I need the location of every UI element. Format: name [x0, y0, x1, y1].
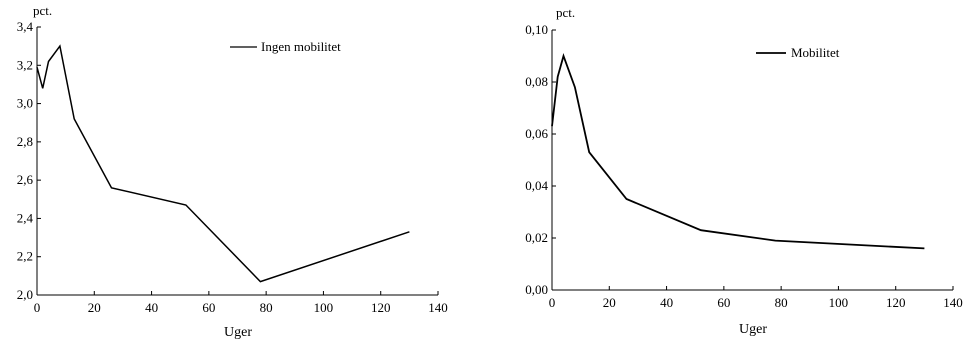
- right-legend: Mobilitet: [756, 45, 840, 60]
- left-y-tick-label: 2,0: [17, 287, 33, 302]
- left-x-axis-title: Uger: [224, 325, 252, 340]
- right-x-tick-label: 120: [886, 295, 906, 310]
- right-x-tick-label: 20: [603, 295, 616, 310]
- right-y-tick-label: 0,02: [525, 230, 548, 245]
- left-y-tick-label: 2,4: [17, 210, 34, 225]
- right-y-unit-label: pct.: [556, 5, 575, 20]
- right-x-tick-label: 80: [775, 295, 788, 310]
- left-y-tick-label: 3,0: [17, 96, 33, 111]
- right-x-tick-label: 100: [829, 295, 849, 310]
- right-y-tick-label: 0,04: [525, 178, 548, 193]
- left-y-tick-label: 2,8: [17, 134, 33, 149]
- right-x-ticks: 0 20 40 60 80 100 120 140: [549, 286, 963, 310]
- right-x-tick-label: 60: [717, 295, 730, 310]
- left-y-tick-label: 3,2: [17, 57, 33, 72]
- chart-left: pct. 2,0 2,2 2,4 2,6 2,8 3,0 3,2 3,4 0 20 40 60 80 1…: [17, 3, 448, 340]
- right-x-tick-label: 40: [660, 295, 673, 310]
- left-x-tick-label: 140: [428, 300, 448, 315]
- right-y-tick-label: 0,10: [525, 22, 548, 37]
- right-y-ticks: 0,00 0,02 0,04 0,06 0,08 0,10: [525, 22, 556, 297]
- left-y-tick-label: 2,6: [17, 172, 34, 187]
- left-legend: Ingen mobilitet: [230, 39, 341, 54]
- left-x-tick-label: 60: [202, 300, 215, 315]
- left-series-line: [36, 44, 410, 283]
- left-y-ticks: 2,0 2,2 2,4 2,6 2,8 3,0 3,2 3,4: [17, 19, 41, 302]
- left-x-tick-label: 80: [260, 300, 273, 315]
- chart-right: pct. 0,00 0,02 0,04 0,06 0,08 0,10 0 20 40 60 80 1…: [525, 5, 963, 337]
- right-series-line: [551, 53, 925, 250]
- right-legend-label: Mobilitet: [791, 45, 840, 60]
- left-y-tick-label: 3,4: [17, 19, 34, 34]
- left-y-tick-label: 2,2: [17, 249, 33, 264]
- right-y-tick-label: 0,06: [525, 126, 548, 141]
- right-x-tick-label: 140: [943, 295, 963, 310]
- left-x-tick-label: 40: [145, 300, 158, 315]
- right-y-tick-label: 0,00: [525, 282, 548, 297]
- left-series-group: [36, 44, 410, 283]
- right-y-tick-label: 0,08: [525, 74, 548, 89]
- left-x-tick-label: 100: [314, 300, 334, 315]
- right-x-tick-label: 0: [549, 295, 556, 310]
- left-x-ticks: 0 20 40 60 80 100 120 140: [34, 291, 448, 315]
- right-x-axis-title: Uger: [739, 322, 767, 337]
- left-x-tick-label: 20: [88, 300, 101, 315]
- left-x-tick-label: 120: [371, 300, 391, 315]
- left-y-unit-label: pct.: [33, 3, 52, 18]
- left-x-tick-label: 0: [34, 300, 41, 315]
- right-series-group: [551, 53, 925, 250]
- left-legend-label: Ingen mobilitet: [261, 39, 341, 54]
